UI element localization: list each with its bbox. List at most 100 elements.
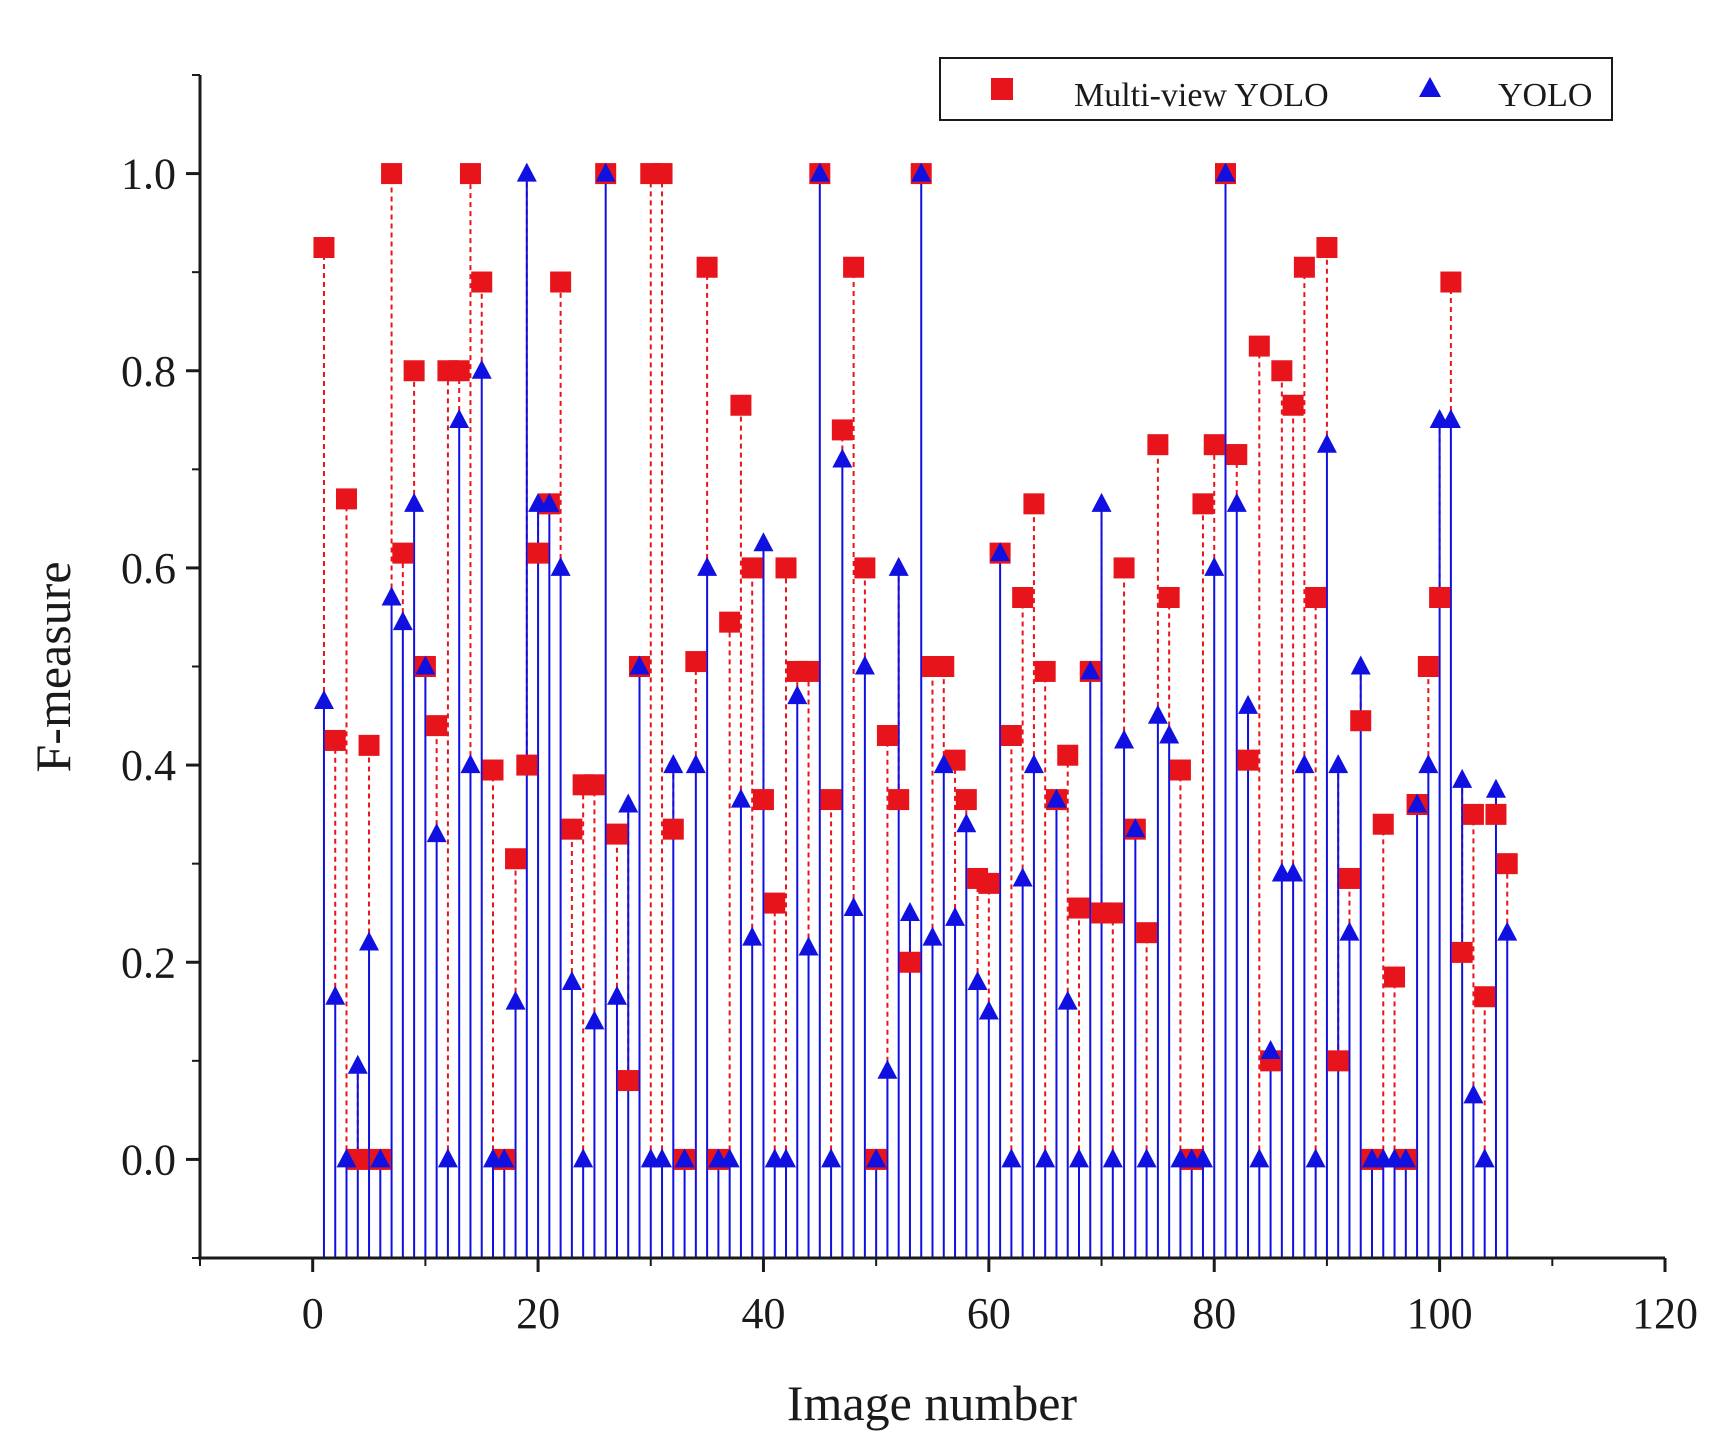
multi-view-yolo-point-41 bbox=[764, 892, 786, 914]
yolo-point-49 bbox=[854, 655, 875, 675]
yolo-point-35 bbox=[697, 556, 718, 576]
legend-marker-multi-view-yolo bbox=[991, 78, 1013, 100]
yolo-point-34 bbox=[685, 754, 706, 774]
multi-view-yolo-point-58 bbox=[955, 789, 977, 811]
y-tick-label-5: 1.0 bbox=[121, 150, 176, 199]
y-tick-label-4: 0.8 bbox=[121, 347, 176, 396]
yolo-point-88 bbox=[1294, 754, 1315, 774]
yolo-point-47 bbox=[832, 448, 853, 468]
multi-view-yolo-point-49 bbox=[854, 557, 876, 579]
yolo-point-80 bbox=[1204, 556, 1225, 576]
multi-view-yolo-point-75 bbox=[1147, 434, 1169, 456]
yolo-point-62 bbox=[1001, 1148, 1022, 1168]
multi-view-yolo-point-105 bbox=[1485, 803, 1507, 825]
multi-view-yolo-point-79 bbox=[1192, 493, 1214, 515]
multi-view-yolo-point-13 bbox=[448, 360, 470, 382]
multi-view-yolo-point-104 bbox=[1474, 986, 1496, 1008]
yolo-point-74 bbox=[1136, 1148, 1157, 1168]
multi-view-yolo-point-80 bbox=[1203, 434, 1225, 456]
multi-view-yolo-point-53 bbox=[899, 951, 921, 973]
yolo-point-15 bbox=[471, 359, 492, 379]
multi-view-yolo-point-28 bbox=[617, 1070, 639, 1092]
multi-view-yolo-point-2 bbox=[324, 729, 346, 751]
multi-view-yolo-point-88 bbox=[1293, 256, 1315, 278]
multi-view-yolo-point-84 bbox=[1248, 335, 1270, 357]
x-tick-label-100: 100 bbox=[1407, 1289, 1473, 1338]
multi-view-yolo-point-56 bbox=[933, 656, 955, 677]
multi-view-yolo-point-23 bbox=[561, 818, 583, 840]
multi-view-yolo-point-83 bbox=[1237, 749, 1259, 771]
yolo-point-17 bbox=[494, 1148, 515, 1168]
yolo-point-29 bbox=[629, 655, 650, 675]
yolo-point-83 bbox=[1238, 694, 1259, 714]
yolo-point-54 bbox=[911, 162, 932, 182]
yolo-point-23 bbox=[561, 970, 582, 990]
multi-view-yolo-point-82 bbox=[1226, 444, 1248, 466]
x-tick-label-120: 120 bbox=[1632, 1289, 1698, 1338]
multi-view-yolo-point-40 bbox=[752, 789, 774, 811]
legend-label-multi-view-yolo: Multi-view YOLO bbox=[1074, 77, 1329, 114]
yolo-point-14 bbox=[460, 754, 481, 774]
multi-view-yolo-point-5 bbox=[358, 734, 380, 756]
yolo-point-12 bbox=[437, 1148, 458, 1168]
yolo-point-58 bbox=[956, 813, 977, 833]
multi-view-yolo-point-14 bbox=[459, 163, 481, 185]
yolo-point-3 bbox=[336, 1148, 357, 1168]
multi-view-yolo-point-25 bbox=[583, 774, 605, 796]
multi-view-yolo-point-16 bbox=[482, 759, 504, 781]
yolo-point-56 bbox=[933, 754, 954, 774]
yolo-point-90 bbox=[1316, 433, 1337, 453]
yolo-point-63 bbox=[1012, 867, 1033, 887]
multi-view-yolo-point-39 bbox=[741, 557, 763, 579]
x-tick-label-0: 0 bbox=[302, 1289, 324, 1338]
multi-view-yolo-point-47 bbox=[831, 419, 853, 441]
y-tick-label-3: 0.6 bbox=[121, 544, 176, 593]
yolo-point-27 bbox=[606, 985, 627, 1005]
multi-view-yolo-point-27 bbox=[606, 823, 628, 845]
multi-view-yolo-point-96 bbox=[1384, 966, 1406, 988]
y-tick-label-2: 0.4 bbox=[121, 741, 176, 790]
y-axis-title: F-measure bbox=[25, 561, 81, 772]
multi-view-yolo-point-65 bbox=[1034, 660, 1056, 682]
yolo-point-102 bbox=[1452, 768, 1473, 788]
multi-view-yolo-point-71 bbox=[1102, 902, 1124, 924]
yolo-point-8 bbox=[392, 611, 413, 631]
yolo-point-68 bbox=[1069, 1148, 1089, 1168]
yolo-point-76 bbox=[1159, 724, 1180, 744]
yolo-point-10 bbox=[415, 655, 436, 675]
x-tick-label-80: 80 bbox=[1192, 1289, 1236, 1338]
yolo-point-60 bbox=[978, 1000, 999, 1020]
multi-view-yolo-point-60 bbox=[978, 872, 1000, 894]
yolo-point-99 bbox=[1418, 754, 1439, 774]
yolo-point-64 bbox=[1023, 754, 1044, 774]
multi-view-yolo-point-31 bbox=[651, 163, 673, 185]
yolo-point-9 bbox=[404, 492, 425, 512]
yolo-point-105 bbox=[1485, 778, 1506, 798]
y-tick-label-1: 0.2 bbox=[121, 938, 176, 987]
y-tick-label-0: 0.0 bbox=[121, 1135, 176, 1184]
axis-tick-labels: 0 20 40 60 80 100 120 0.0 0.2 0.4 0.6 0.8 1.0 bbox=[121, 150, 1698, 1338]
multi-view-yolo-point-87 bbox=[1282, 394, 1304, 416]
yolo-point-48 bbox=[843, 897, 864, 917]
multi-view-yolo-point-99 bbox=[1417, 656, 1439, 677]
yolo-point-46 bbox=[821, 1148, 842, 1168]
yolo-point-38 bbox=[730, 788, 751, 808]
legend-box bbox=[939, 57, 1613, 121]
yolo-point-32 bbox=[663, 754, 684, 774]
yolo-point-7 bbox=[381, 586, 402, 606]
multi-view-yolo-point-102 bbox=[1451, 941, 1473, 963]
multi-view-yolo-point-22 bbox=[550, 271, 572, 293]
legend: Multi-view YOLO YOLO bbox=[939, 57, 1613, 121]
yolo-point-98 bbox=[1407, 793, 1428, 813]
yolo-point-37 bbox=[719, 1148, 740, 1168]
multi-view-yolo-point-62 bbox=[1000, 725, 1022, 747]
yolo-point-42 bbox=[776, 1148, 796, 1168]
multi-view-yolo-point-37 bbox=[719, 611, 741, 633]
yolo-point-39 bbox=[742, 926, 763, 946]
yolo-point-75 bbox=[1147, 704, 1168, 724]
yolo-point-53 bbox=[899, 901, 920, 921]
yolo-point-97 bbox=[1395, 1148, 1416, 1168]
yolo-point-101 bbox=[1440, 409, 1461, 429]
multi-view-yolo-point-11 bbox=[426, 715, 448, 737]
